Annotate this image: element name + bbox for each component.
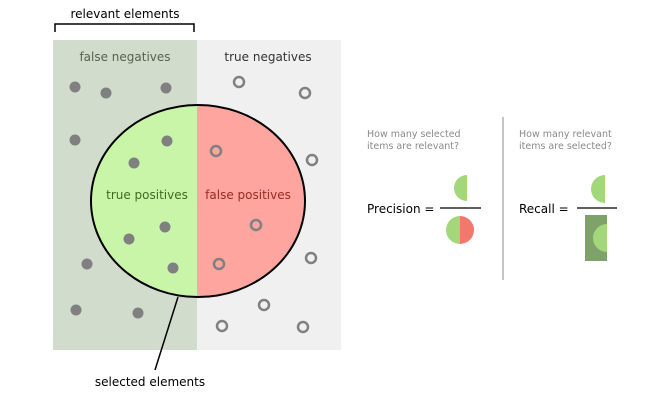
recall-question-line2: items are selected? — [519, 141, 612, 152]
dot — [128, 157, 140, 169]
ring — [305, 153, 319, 167]
ring — [215, 319, 229, 333]
relevant-bracket — [54, 23, 195, 32]
dot — [69, 81, 81, 93]
recall-question-line1: How many relevant — [519, 129, 612, 140]
dot — [69, 134, 81, 146]
dot — [81, 258, 93, 270]
selected-pointer-line — [154, 296, 179, 371]
dot — [159, 221, 171, 233]
true-negative-dots — [215, 75, 319, 334]
ring — [296, 320, 310, 334]
false-negatives-label: false negatives — [79, 50, 170, 64]
ring — [249, 218, 263, 232]
recall-numerator-icon — [591, 175, 605, 203]
false-positive-dots — [209, 144, 263, 271]
ring — [304, 251, 318, 265]
precision-label: Precision = — [367, 202, 434, 216]
precision-numerator-icon — [454, 175, 467, 201]
ring — [212, 257, 226, 271]
dot — [132, 307, 144, 319]
dot — [161, 135, 173, 147]
precision-denominator-red-icon — [460, 216, 474, 244]
ring — [298, 86, 312, 100]
ring — [232, 75, 246, 89]
ring — [257, 298, 271, 312]
recall-denominator-icon — [593, 224, 607, 252]
false-positives-label: false positives — [205, 188, 291, 202]
false-negative-dots — [69, 81, 172, 319]
true-positives-label: true positives — [106, 188, 188, 202]
selected-circle-outline — [90, 104, 306, 298]
precision-question-line2: items are relevant? — [367, 141, 459, 152]
precision-denominator-green-icon — [446, 216, 460, 244]
false-positive-area — [197, 105, 305, 297]
selected-elements-label: selected elements — [95, 375, 205, 389]
relevant-elements-label: relevant elements — [70, 7, 179, 21]
dot — [100, 87, 112, 99]
precision-question-line1: How many selected — [367, 129, 461, 140]
true-negatives-label: true negatives — [224, 50, 311, 64]
dot — [160, 82, 172, 94]
recall-label: Recall = — [519, 202, 569, 216]
dot — [167, 262, 179, 274]
true-positive-area — [91, 105, 197, 297]
ring — [209, 144, 223, 158]
true-positive-dots — [123, 135, 179, 274]
dot — [123, 233, 135, 245]
dot — [70, 304, 82, 316]
